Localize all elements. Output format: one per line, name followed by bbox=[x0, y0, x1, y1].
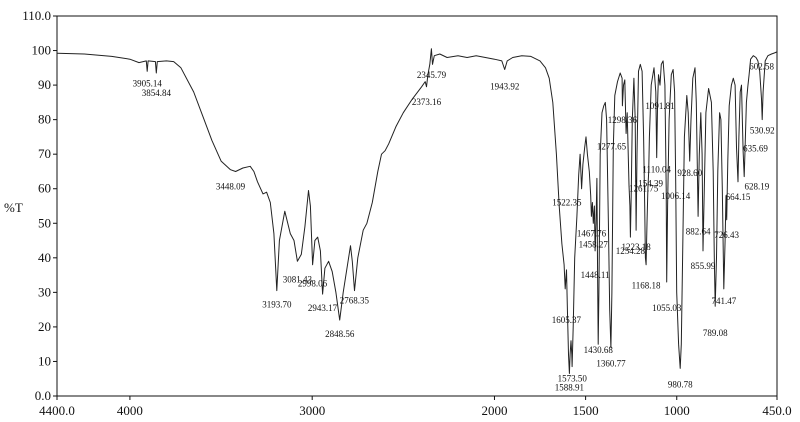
peak-label: 1154.39 bbox=[634, 178, 663, 188]
peak-label: 1360.77 bbox=[596, 359, 626, 369]
peak-label: 1522.35 bbox=[552, 198, 582, 208]
peak-label: 1467.76 bbox=[577, 228, 607, 238]
peak-label: 1605.37 bbox=[552, 315, 582, 325]
x-axis: 4400.0 4000 3000 2000 1500 1000 450.0 bbox=[39, 396, 792, 418]
peak-label: 628.19 bbox=[745, 182, 770, 192]
y-tick-label: 90 bbox=[38, 77, 51, 92]
y-axis-title: %T bbox=[4, 200, 23, 215]
peak-label: 1110.04 bbox=[642, 165, 671, 175]
peak-label: 882.64 bbox=[686, 226, 711, 236]
peak-label: 1261.75 bbox=[629, 183, 659, 193]
peak-label: 1573.50 bbox=[558, 374, 588, 384]
peak-label: 2848.56 bbox=[325, 329, 355, 339]
peak-label: 1168.18 bbox=[632, 281, 661, 291]
peak-label: 2373.16 bbox=[412, 97, 442, 107]
peak-label: 3448.09 bbox=[216, 182, 246, 192]
peak-label: 1223.18 bbox=[621, 242, 651, 252]
x-tick-label: 450.0 bbox=[762, 403, 791, 418]
peak-label: 726.43 bbox=[714, 230, 739, 240]
peak-label: 1448.11 bbox=[581, 270, 610, 280]
x-tick-label: 4000 bbox=[117, 403, 143, 418]
plot-area bbox=[56, 15, 778, 397]
y-tick-label: 10 bbox=[38, 353, 51, 368]
y-tick-label: 30 bbox=[38, 284, 51, 299]
peak-label: 1298.36 bbox=[608, 115, 638, 125]
x-tick-label: 2000 bbox=[481, 403, 507, 418]
y-tick-label: 20 bbox=[38, 319, 51, 334]
plot-frame bbox=[56, 15, 778, 397]
peak-label: 2943.17 bbox=[308, 303, 338, 313]
peak-label: 789.08 bbox=[703, 328, 728, 338]
x-tick-label: 1000 bbox=[664, 403, 690, 418]
peak-label: 2998.06 bbox=[298, 279, 328, 289]
spectrum-line bbox=[56, 48, 778, 374]
peak-label: 855.99 bbox=[691, 261, 716, 271]
peak-label: 928.60 bbox=[677, 168, 702, 178]
peak-label: 635.69 bbox=[743, 144, 768, 154]
peak-label: 1055.03 bbox=[652, 303, 682, 313]
y-axis: 0.0 10 20 30 40 50 60 70 80 90 100 110.0 bbox=[22, 8, 57, 403]
x-tick-label: 1500 bbox=[573, 403, 599, 418]
peak-label: 1458.27 bbox=[579, 239, 609, 249]
y-tick-label: 60 bbox=[38, 181, 51, 196]
peak-label: 741.47 bbox=[711, 296, 736, 306]
y-tick-label: 80 bbox=[38, 112, 51, 127]
y-tick-label: 0.0 bbox=[35, 388, 51, 403]
peak-label: 2768.35 bbox=[340, 296, 370, 306]
y-tick-label: 40 bbox=[38, 250, 51, 265]
peak-label: 1254.28 bbox=[616, 246, 646, 256]
x-tick-label: 4400.0 bbox=[39, 403, 75, 418]
peak-label: 3854.84 bbox=[142, 88, 172, 98]
peak-label: 1277.65 bbox=[597, 141, 627, 151]
peak-label: 1006.14 bbox=[661, 191, 691, 201]
peak-label: 1588.91 bbox=[555, 383, 584, 393]
peak-label: 602.58 bbox=[749, 62, 774, 72]
y-tick-label: 100 bbox=[32, 43, 52, 58]
peak-label: 1943.92 bbox=[490, 82, 519, 92]
peak-label: 3081.43 bbox=[283, 274, 313, 284]
peak-label: 530.92 bbox=[750, 126, 775, 136]
y-tick-label: 50 bbox=[38, 215, 51, 230]
peak-label: 3905.14 bbox=[133, 78, 163, 88]
peak-label: 2345.79 bbox=[417, 70, 447, 80]
peak-label: 3193.70 bbox=[262, 300, 292, 310]
y-tick-label: 110.0 bbox=[22, 8, 51, 23]
x-tick-label: 3000 bbox=[299, 403, 325, 418]
peak-label: 664.15 bbox=[726, 192, 751, 202]
peak-label: 1091.81 bbox=[645, 101, 674, 111]
peak-label: 980.78 bbox=[668, 379, 693, 389]
peak-label: 1430.68 bbox=[584, 345, 614, 355]
y-tick-label: 70 bbox=[38, 146, 51, 161]
